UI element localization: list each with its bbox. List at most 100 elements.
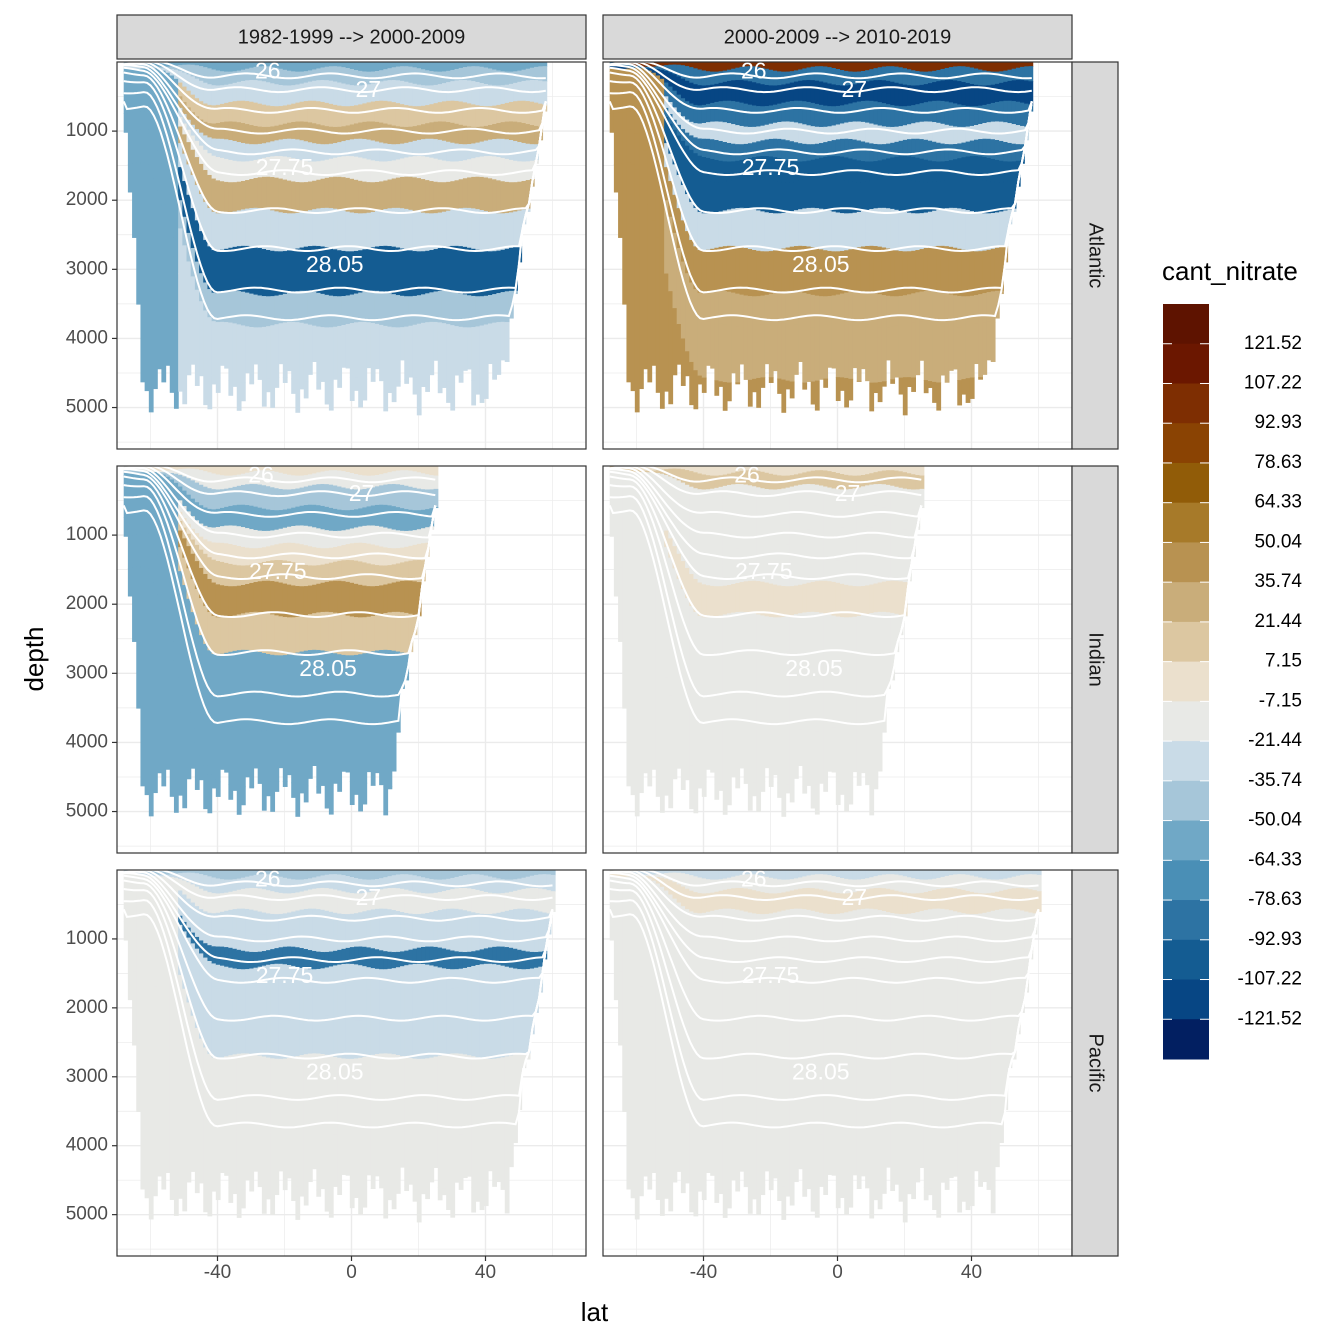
field-cell: [140, 903, 146, 920]
field-cell: [207, 982, 213, 1017]
field-cell: [199, 273, 204, 302]
field-cell: [827, 250, 833, 297]
field-cell: [270, 874, 276, 892]
field-cell: [157, 891, 162, 899]
field-cell: [894, 545, 900, 562]
field-cell: [169, 874, 175, 878]
field-cell: [802, 528, 808, 549]
field-cell: [831, 323, 837, 369]
field-cell: [245, 931, 250, 953]
field-cell: [747, 208, 753, 250]
field-cell: [194, 482, 200, 503]
field-cell: [827, 83, 833, 107]
field-cell: [349, 323, 355, 378]
field-cell: [274, 933, 280, 949]
field-cell: [479, 141, 485, 158]
field-cell: [408, 296, 414, 327]
field-cell: [136, 470, 142, 474]
field-cell: [257, 158, 263, 178]
field-cell: [333, 530, 338, 548]
field-cell: [228, 101, 234, 123]
field-cell: [299, 121, 305, 141]
field-cell: [169, 66, 175, 70]
field-cell: [190, 498, 196, 517]
field-cell: [236, 1053, 242, 1100]
field-cell: [203, 765, 209, 810]
field-cell: [186, 468, 192, 479]
field-cell: [844, 725, 849, 783]
field-cell: [685, 351, 690, 377]
field-cell: [701, 584, 707, 618]
field-cell: [869, 466, 875, 474]
field-cell: [132, 65, 137, 70]
field-cell: [220, 911, 225, 931]
field-cell: [425, 489, 430, 510]
field-cell: [270, 510, 276, 532]
field-cell: [756, 545, 762, 561]
field-cell: [639, 119, 644, 142]
field-cell: [890, 126, 896, 144]
field-cell: [337, 530, 343, 547]
field-cell: [944, 293, 950, 328]
field-cell: [806, 650, 812, 699]
field-cell: [140, 472, 146, 475]
field-cell: [643, 90, 648, 100]
field-cell: [639, 523, 644, 546]
field-cell: [408, 66, 414, 84]
field-cell: [789, 381, 795, 399]
field-cell: [986, 122, 992, 140]
field-cell: [207, 1124, 213, 1179]
field-cell: [287, 912, 292, 932]
field-cell: [488, 178, 493, 213]
field-cell: [752, 700, 757, 731]
field-cell: [345, 615, 351, 656]
field-cell: [626, 472, 632, 475]
field-cell: [240, 142, 246, 163]
field-cell: [500, 249, 506, 293]
field-cell: [898, 295, 904, 326]
field-cell: [969, 177, 975, 212]
field-cell: [739, 698, 745, 732]
field-cell: [387, 326, 393, 384]
field-cell: [354, 377, 359, 391]
field-cell: [622, 516, 628, 535]
field-cell: [312, 613, 317, 651]
field-cell: [806, 125, 812, 145]
field-cell: [701, 542, 707, 562]
field-cell: [324, 126, 330, 145]
field-cell: [278, 1058, 284, 1103]
field-cell: [856, 182, 862, 213]
field-cell: [860, 545, 866, 566]
field-cell: [316, 870, 322, 878]
field-cell: [651, 96, 657, 105]
field-cell: [819, 508, 824, 532]
field-cell: [287, 508, 292, 528]
field-cell: [303, 121, 309, 142]
field-cell: [203, 1089, 209, 1119]
field-cell: [182, 506, 188, 519]
field-cell: [303, 160, 309, 183]
field-cell: [618, 567, 623, 642]
field-cell: [865, 62, 870, 71]
field-cell: [806, 62, 812, 69]
field-cell: [199, 1038, 204, 1082]
field-cell: [374, 161, 380, 183]
field-cell: [320, 650, 326, 699]
field-cell: [437, 380, 443, 394]
field-cell: [333, 143, 338, 159]
field-cell: [471, 208, 477, 250]
field-cell: [270, 325, 276, 379]
field-cell: [819, 81, 824, 106]
field-cell: [278, 543, 284, 561]
field-cell: [965, 141, 971, 158]
field-cell: [492, 377, 497, 380]
field-cell: [441, 62, 447, 73]
field-cell: [153, 948, 158, 987]
field-cell: [827, 296, 833, 326]
field-cell: [199, 80, 204, 102]
field-cell: [668, 62, 674, 66]
field-cell: [689, 471, 695, 488]
field-cell: [161, 897, 167, 906]
field-cell: [291, 585, 296, 618]
field-cell: [253, 651, 259, 700]
